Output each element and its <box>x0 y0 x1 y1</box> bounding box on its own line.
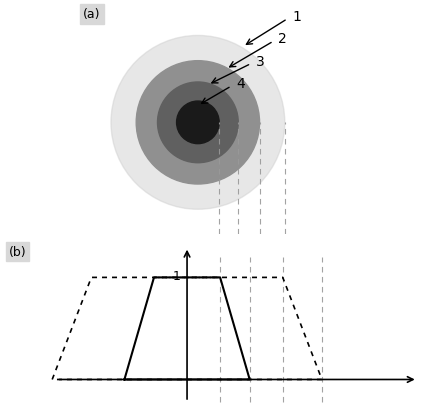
Text: 4: 4 <box>236 77 244 91</box>
Text: 1: 1 <box>291 10 300 24</box>
Text: 3: 3 <box>255 55 264 68</box>
Text: 2: 2 <box>277 32 286 46</box>
Circle shape <box>111 36 284 210</box>
Text: (a): (a) <box>83 9 100 21</box>
Circle shape <box>176 102 219 144</box>
Circle shape <box>157 83 238 163</box>
Circle shape <box>136 62 259 185</box>
Text: (b): (b) <box>9 245 26 258</box>
Text: 1: 1 <box>172 269 180 282</box>
